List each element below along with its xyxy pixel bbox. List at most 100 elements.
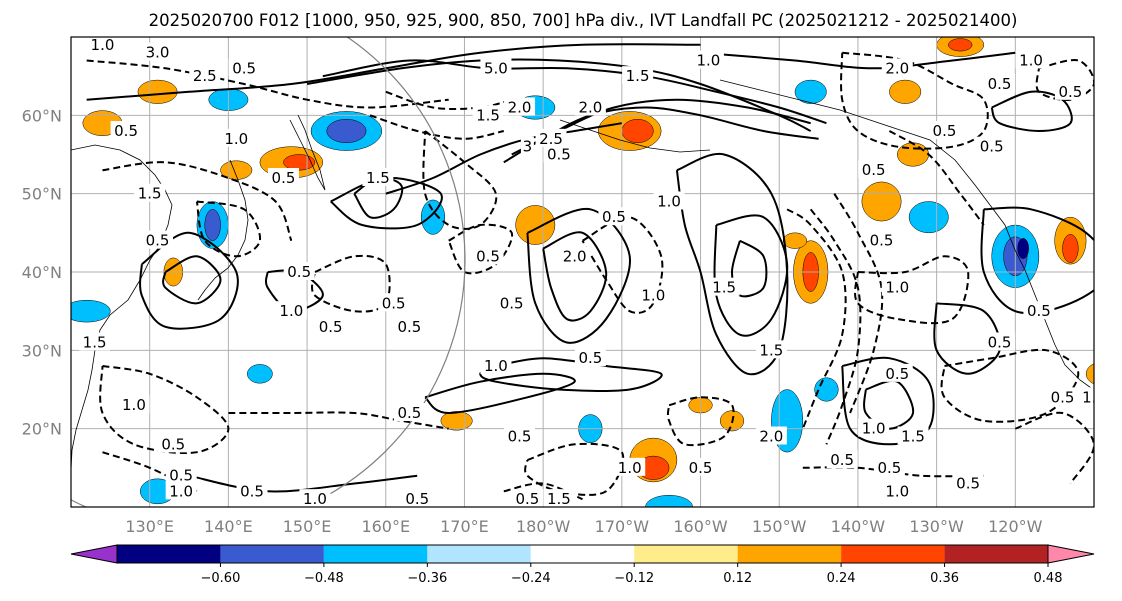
shaded-region: [204, 209, 221, 241]
contour-negative: [228, 411, 449, 430]
contour-label: 0.5: [877, 459, 901, 477]
contour-negative: [786, 208, 847, 430]
lon-tick-label: 160°W: [673, 517, 728, 536]
contour-label: 5.0: [484, 59, 508, 77]
coastline-japan: [197, 159, 249, 301]
colorbar-segment: [427, 545, 531, 563]
contour-label: 2.5: [193, 67, 217, 85]
contour-negative: [86, 59, 449, 109]
contour-negative: [840, 51, 989, 150]
contour-label-bg: [881, 363, 913, 382]
shaded-region: [1017, 238, 1029, 259]
colorbar-frame: [116, 544, 1049, 564]
contour-label-bg: [236, 481, 268, 500]
contour-label-bg: [220, 128, 252, 147]
contour-label: 0.5: [272, 169, 296, 187]
contour-label-bg: [1015, 50, 1047, 69]
contour-label: 0.5: [1051, 388, 1075, 406]
contour-label-bg: [283, 262, 315, 280]
contour-label: 1.0: [279, 302, 303, 320]
shaded-region: [515, 205, 556, 245]
colorbar-ticks: −0.60 −0.48 −0.36 −0.24 −0.12 0.12 0.24 0.36 0.4…: [201, 563, 1062, 586]
lon-tick-label: 150°E: [283, 517, 332, 536]
contour-label: 0.5: [1058, 83, 1082, 101]
contour-positive: [841, 356, 935, 446]
contour-label-bg: [1054, 81, 1086, 100]
contour-positive: [980, 206, 1094, 315]
shaded-region: [1062, 234, 1079, 263]
contour-label: 1.0: [641, 287, 665, 305]
contour-label: 1.0: [885, 279, 909, 297]
shaded-region: [137, 79, 178, 104]
contour-label-bg: [1078, 387, 1094, 406]
shaded-region: [440, 411, 473, 431]
colorbar-tick-label: −0.24: [511, 571, 551, 586]
contour-label: 1.5: [712, 279, 736, 297]
colorbar-tick-label: 0.36: [930, 571, 959, 586]
contour-label: 0.5: [287, 263, 311, 281]
contour-label: 1.0: [224, 130, 248, 148]
contour-positive: [424, 372, 576, 415]
contour-label-bg: [504, 97, 536, 116]
contour-label-bg: [543, 489, 575, 507]
contour-label-bg: [189, 66, 221, 85]
shaded-region: [283, 154, 316, 171]
contour-label: 2.0: [508, 99, 532, 117]
colorbar-segment: [944, 545, 1048, 563]
contour-negative: [422, 130, 498, 230]
colorbar-segment: [220, 545, 324, 563]
contour-label: 0.5: [830, 451, 854, 469]
contour-label-bg: [622, 66, 654, 85]
lat-tick-label: 40°N: [22, 263, 62, 282]
shaded-region: [71, 299, 111, 323]
contour-positive: [162, 255, 222, 305]
lat-tick-label: 50°N: [22, 185, 62, 204]
contour-label: 0.5: [515, 490, 539, 508]
contour-label-bg: [873, 457, 905, 476]
contour-label: 1.5: [626, 67, 650, 85]
contour-label-bg: [496, 293, 528, 312]
contour-label-bg: [520, 136, 534, 155]
figure-title: 2025020700 F012 [1000, 950, 925, 900, 85…: [149, 11, 1018, 30]
contour-label: 0.5: [161, 435, 185, 453]
contour-label: 1.0: [696, 52, 720, 70]
contour-label: 0.5: [933, 122, 957, 140]
shaded-region: [889, 79, 922, 104]
contour-label: 1.5: [83, 334, 107, 352]
colorbar-segment: [634, 545, 738, 563]
contour-label-bg: [685, 457, 717, 476]
contour-label: 0.5: [578, 349, 602, 367]
contour-label: 0.5: [547, 146, 571, 164]
contour-label-bg: [1023, 301, 1055, 320]
shaded-region: [861, 181, 902, 222]
contour-negative: [524, 442, 625, 496]
contour-label-bg: [614, 457, 646, 476]
contour-label-bg: [881, 58, 913, 77]
contour-label-bg: [543, 144, 575, 163]
contour-negative: [102, 161, 293, 242]
contour-label-bg: [511, 489, 543, 507]
contour-label-bg: [897, 426, 929, 445]
contour-label: 1.0: [1082, 388, 1106, 406]
contour-negative: [99, 365, 230, 455]
contour-label: 0.5: [114, 122, 138, 140]
contour-label-bg: [228, 58, 260, 77]
colorbar-segment: [841, 545, 945, 563]
contour-label: 0.5: [980, 138, 1004, 156]
lon-tick-label: 130°E: [125, 517, 174, 536]
contour-label-bg: [480, 356, 512, 374]
contour-label: 3.0: [146, 44, 170, 62]
contour-label: 0.5: [870, 232, 894, 250]
lon-tick-label: 150°W: [752, 517, 807, 536]
lat-tick-label: 20°N: [22, 420, 62, 439]
contour-positive: [139, 231, 239, 330]
contour-label-bg: [86, 37, 118, 53]
lon-tick-label: 140°W: [831, 517, 886, 536]
contour-label-bg: [362, 168, 394, 186]
contour-label-bg: [692, 50, 724, 69]
contour-label: 1.5: [901, 428, 925, 446]
shaded-region: [814, 377, 839, 402]
contour-labels: 1.0 3.02.5 0.50.5 1.00.51.50.50.51.00.51.50…: [79, 37, 1106, 508]
shaded-region: [645, 495, 693, 507]
contour-label-bg: [559, 246, 591, 265]
